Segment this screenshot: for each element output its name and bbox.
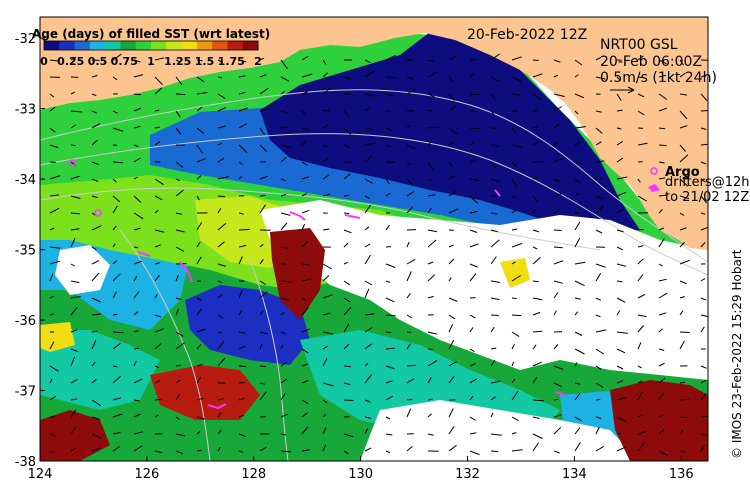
current-vector [386, 77, 396, 78]
current-vector [260, 195, 266, 196]
current-vector [386, 332, 391, 333]
colorbar-swatch [136, 41, 152, 50]
x-tick-label: 136 [669, 467, 694, 482]
current-vector [134, 348, 139, 349]
colorbar-swatch [59, 41, 75, 50]
x-tick-label: 126 [134, 467, 159, 482]
current-vector [470, 128, 480, 129]
colorbar-title: Age (days) of filled SST (wrt latest) [32, 27, 270, 41]
x-tick-label: 128 [241, 467, 266, 482]
current-vector [680, 417, 688, 418]
current-vector [659, 128, 665, 129]
current-vector [407, 399, 412, 400]
colorbar-tick-label: 1.75 [218, 55, 245, 68]
current-vector [176, 94, 185, 95]
current-time-label: 20-Feb 06:00Z [600, 54, 702, 70]
colorbar-swatch [90, 41, 106, 50]
current-vector [239, 383, 245, 384]
current-vector [50, 162, 56, 163]
current-vector [113, 314, 117, 315]
current-vector [197, 450, 202, 451]
current-vector [239, 229, 250, 230]
colorbar-swatch [105, 41, 121, 50]
colorbar-swatch [151, 41, 167, 50]
x-tick-label: 132 [455, 467, 480, 482]
current-vector [659, 145, 667, 146]
current-vector [344, 366, 351, 367]
current-product-label: NRT00 GSL [600, 37, 678, 53]
current-vector [386, 111, 392, 112]
current-vector [575, 213, 579, 214]
current-vector [512, 298, 517, 299]
x-tick-label: 130 [348, 467, 373, 482]
current-vector [617, 110, 623, 111]
current-vector [491, 315, 499, 316]
current-vector [491, 451, 498, 452]
current-vector [533, 161, 543, 162]
current-vector [596, 399, 600, 400]
current-vector [218, 196, 225, 197]
current-vector [512, 315, 521, 316]
current-vector [428, 110, 432, 111]
current-vector [554, 230, 562, 231]
current-vector [407, 365, 416, 366]
colorbar-swatch [75, 41, 91, 50]
colorbar-swatch [166, 41, 182, 50]
current-vector [344, 195, 349, 196]
credit-text: © IMOS 23-Feb-2022 15:29 Hobart [730, 249, 744, 459]
current-vector [239, 366, 246, 367]
colorbar-tick-label: 2 [254, 55, 262, 68]
drifters-legend-label: drifters@12h [665, 175, 750, 190]
current-vector [344, 213, 349, 214]
current-vector [71, 145, 76, 146]
current-vector [386, 315, 396, 316]
y-tick-label: -37 [15, 385, 36, 400]
current-vector [533, 60, 539, 61]
colorbar-swatch [227, 41, 243, 50]
current-vector [344, 400, 354, 401]
colorbar-swatch [182, 41, 198, 50]
colorbar-tick-label: 0 [40, 55, 48, 68]
y-tick-label: -33 [15, 103, 36, 118]
colorbar-swatch [120, 41, 136, 50]
drifters-legend-to: to 21/02 12Z [665, 190, 749, 205]
current-vector [680, 332, 690, 333]
current-vector [428, 127, 438, 128]
colorbar-tick-label: 1.25 [164, 55, 191, 68]
current-vector [260, 366, 266, 367]
colorbar-tick-label: 1 [147, 55, 155, 68]
current-vector [701, 110, 712, 111]
current-vector [638, 230, 644, 231]
colorbar-swatches [44, 41, 259, 50]
map-date: 20-Feb-2022 12Z [467, 27, 587, 43]
y-tick-label: -38 [15, 455, 36, 470]
colorbar-swatch [212, 41, 228, 50]
y-tick-label: -36 [15, 314, 36, 329]
current-vector [554, 247, 563, 248]
colorbar-tick-label: 0.25 [57, 55, 84, 68]
current-vector [470, 111, 478, 112]
y-tick-label: -35 [15, 244, 36, 259]
colorbar-swatch [243, 41, 259, 50]
current-scale-label: 0.5m/s (1kt 24h) [600, 70, 717, 86]
y-tick-label: -34 [15, 173, 36, 188]
colorbar-tick-label: 0.5 [88, 55, 108, 68]
colorbar-swatch [197, 41, 213, 50]
colorbar-tick-label: 1.5 [195, 55, 215, 68]
colorbar-tick-label: 0.75 [111, 55, 138, 68]
x-tick-label: 134 [562, 467, 587, 482]
colorbar-swatch [44, 41, 60, 50]
